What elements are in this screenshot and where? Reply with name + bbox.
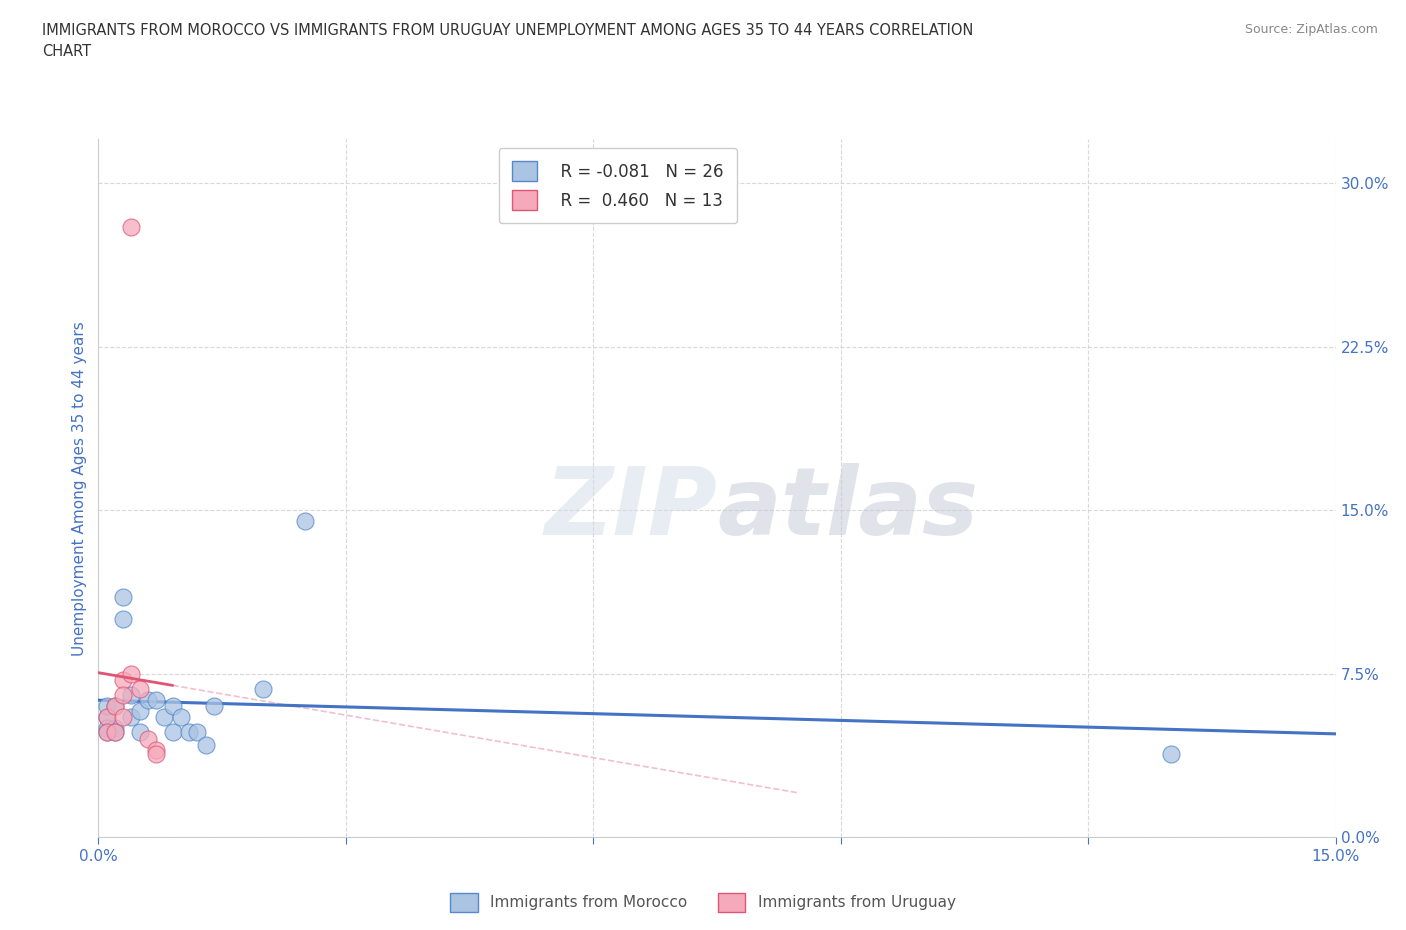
Y-axis label: Unemployment Among Ages 35 to 44 years: Unemployment Among Ages 35 to 44 years bbox=[72, 321, 87, 656]
Point bbox=[145, 742, 167, 757]
Point bbox=[96, 725, 118, 740]
Point bbox=[96, 710, 118, 724]
Point bbox=[104, 725, 127, 740]
Text: CHART: CHART bbox=[42, 44, 91, 59]
Point bbox=[112, 672, 135, 687]
Legend: Immigrants from Morocco, Immigrants from Uruguay: Immigrants from Morocco, Immigrants from… bbox=[444, 887, 962, 918]
Point bbox=[294, 513, 316, 528]
Point bbox=[104, 698, 127, 713]
Text: ZIP: ZIP bbox=[544, 463, 717, 555]
Text: IMMIGRANTS FROM MOROCCO VS IMMIGRANTS FROM URUGUAY UNEMPLOYMENT AMONG AGES 35 TO: IMMIGRANTS FROM MOROCCO VS IMMIGRANTS FR… bbox=[42, 23, 973, 38]
Legend:   R = -0.081   N = 26,   R =  0.460   N = 13: R = -0.081 N = 26, R = 0.460 N = 13 bbox=[499, 148, 737, 223]
Point bbox=[96, 721, 118, 736]
Point bbox=[96, 710, 118, 724]
Point bbox=[186, 725, 208, 740]
Point bbox=[136, 732, 159, 747]
Point bbox=[104, 725, 127, 740]
Point bbox=[128, 703, 150, 718]
Point bbox=[179, 725, 201, 740]
Point bbox=[162, 698, 184, 713]
Point bbox=[112, 590, 135, 604]
Point bbox=[112, 688, 135, 703]
Point bbox=[104, 721, 127, 736]
Point bbox=[136, 692, 159, 707]
Point bbox=[145, 692, 167, 707]
Point bbox=[153, 710, 176, 724]
Point bbox=[170, 710, 193, 724]
Point bbox=[145, 747, 167, 762]
Point bbox=[194, 738, 217, 753]
Point bbox=[120, 688, 142, 703]
Point bbox=[112, 710, 135, 724]
Text: atlas: atlas bbox=[717, 463, 979, 555]
Point bbox=[1160, 747, 1182, 762]
Text: Source: ZipAtlas.com: Source: ZipAtlas.com bbox=[1244, 23, 1378, 36]
Point bbox=[120, 219, 142, 234]
Point bbox=[252, 682, 274, 697]
Point bbox=[96, 698, 118, 713]
Point bbox=[112, 612, 135, 627]
Point bbox=[162, 725, 184, 740]
Point bbox=[104, 698, 127, 713]
Point bbox=[120, 710, 142, 724]
Point bbox=[202, 698, 225, 713]
Point bbox=[128, 725, 150, 740]
Point bbox=[120, 666, 142, 681]
Point bbox=[96, 725, 118, 740]
Point bbox=[128, 682, 150, 697]
